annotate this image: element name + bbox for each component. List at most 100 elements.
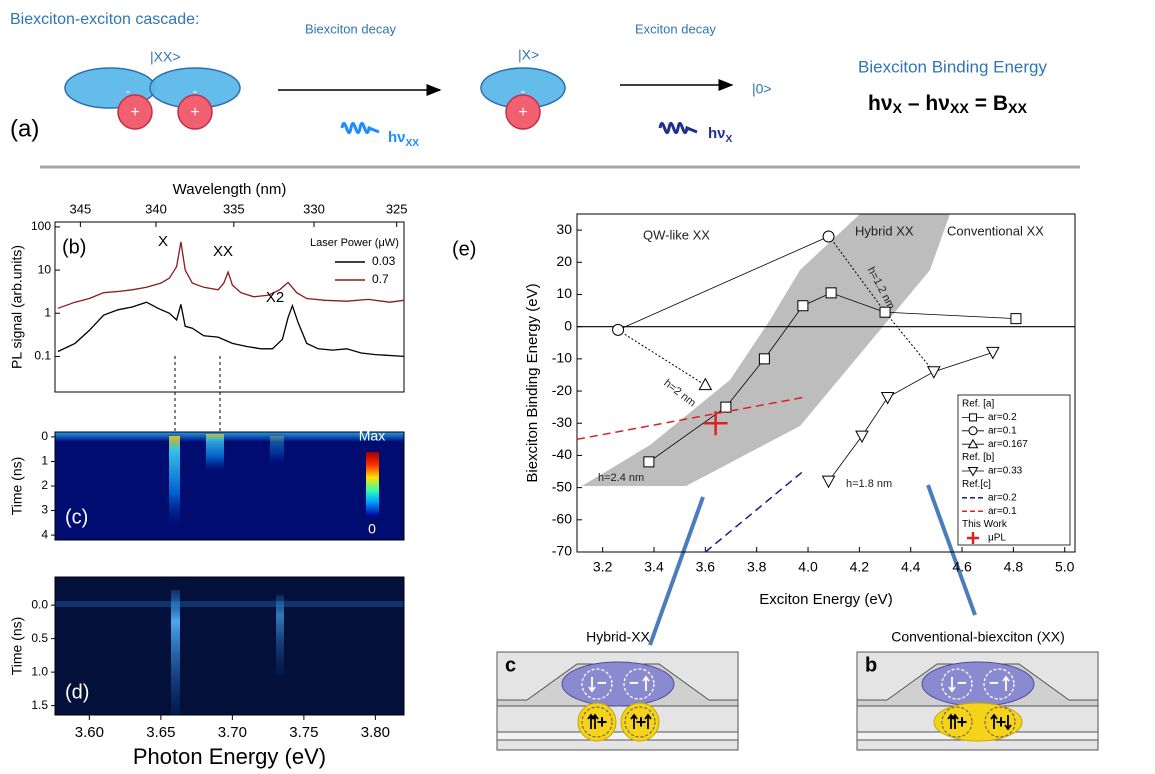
photon [340, 121, 380, 135]
x2-axis-title: Wavelength (nm) [173, 181, 287, 198]
peak-label: XX [213, 243, 233, 260]
substrate [496, 731, 739, 741]
legend-group-title: Ref.[c] [962, 479, 991, 490]
marker [967, 532, 979, 544]
series-line [617, 236, 829, 331]
x-tick-label: 4.6 [952, 559, 972, 575]
connector [926, 484, 977, 616]
marker [969, 413, 977, 422]
panel-label: (e) [452, 238, 476, 260]
marker [758, 353, 770, 365]
y-tick-label: 1 [44, 305, 51, 319]
diagram-panel-label: c [505, 654, 516, 676]
annotation: Conventional XX [947, 223, 1044, 238]
x-tick-label: 4.0 [798, 559, 818, 575]
marker [967, 467, 979, 477]
hole [177, 94, 213, 130]
legend-label: 0.03 [372, 254, 396, 268]
marker [643, 456, 655, 468]
diagram-title: Hybrid-XX [586, 629, 650, 645]
y-tick-label: -40 [552, 446, 572, 462]
x-tick-label: 3.6 [696, 559, 716, 575]
formula-part: XX [1008, 101, 1028, 117]
annotation: h=2 nm [661, 377, 698, 409]
formula-part: – hν [902, 92, 950, 115]
y-tick-label: 100 [31, 219, 51, 233]
y-axis-title: Time (ns) [9, 617, 25, 676]
marker [797, 300, 809, 312]
y-axis-title: PL signal (arb.units) [9, 245, 25, 369]
y-tick-label: 0.5 [31, 631, 48, 645]
hole-cloud [933, 702, 1023, 742]
diagram-panel-label: b [865, 654, 877, 676]
y-tick-label: -50 [552, 478, 572, 494]
spin-arrow [1002, 675, 1010, 691]
electron-sign: − [597, 673, 607, 692]
annotation: h=1.8 nm [846, 478, 892, 490]
binding-title: Biexciton Binding Energy [858, 57, 1048, 76]
colorbar [366, 452, 379, 516]
electron-sign: - [521, 83, 526, 99]
peak-label: X2 [266, 289, 284, 306]
panel-label: (a) [10, 115, 39, 142]
streak-image-c [55, 432, 404, 540]
electron [581, 668, 613, 700]
electron-cloud [561, 661, 675, 707]
marker [880, 391, 895, 405]
marker [1010, 313, 1022, 325]
electron-sign: - [126, 83, 131, 99]
spin-arrow [948, 677, 956, 693]
hole [117, 94, 153, 130]
spectrum-line [57, 241, 405, 309]
y-axis-title: Biexciton Binding Energy (eV) [524, 283, 541, 482]
x2-tick-label: 345 [70, 201, 92, 216]
spin-arrow [951, 713, 959, 729]
photon-label: hνX [708, 125, 733, 145]
marker [967, 438, 979, 449]
y-tick-label: 4 [41, 527, 48, 541]
x-tick-label: 3.80 [361, 724, 390, 741]
electron-sign: − [989, 673, 999, 692]
x-tick-label: 3.8 [747, 559, 767, 575]
electron-sign: - [193, 83, 198, 99]
electron-sign: − [957, 673, 967, 692]
step-label: Biexciton decay [305, 21, 397, 36]
image-frame [54, 576, 405, 716]
x-axis-title: Exciton Energy (eV) [759, 591, 892, 608]
photon-label: hνXX [388, 129, 419, 149]
formula-part: X [893, 101, 903, 117]
hybrid-region [582, 214, 950, 486]
spin-arrow [644, 713, 652, 729]
hole [505, 94, 541, 130]
legend-group-title: This Work [962, 519, 1008, 530]
photon-label-part: hν [708, 125, 726, 142]
spin-arrow [588, 677, 596, 693]
hole-sign: + [597, 712, 608, 732]
x2-tick-label: 330 [303, 201, 325, 216]
hole-sign: + [190, 104, 199, 121]
legend-label: ar=0.2 [988, 412, 1017, 423]
y-tick-label: -30 [552, 414, 572, 430]
y-tick-label: 30 [556, 221, 572, 237]
x-tick-label: 3.2 [593, 559, 613, 575]
x-tick-label: 3.75 [289, 724, 318, 741]
x-tick-label: 4.8 [1004, 559, 1024, 575]
legend-label: ar=0.33 [988, 466, 1023, 477]
hole-cloud [577, 702, 617, 742]
step-label: Exciton decay [635, 21, 716, 36]
electron [623, 668, 655, 700]
electron [983, 668, 1015, 700]
series-line [704, 470, 804, 553]
plot-frame [54, 221, 405, 393]
x-tick-label: 3.4 [644, 559, 664, 575]
x-tick-label: 3.60 [75, 724, 104, 741]
y-tick-label: 10 [38, 262, 52, 276]
spin-arrow [591, 713, 599, 729]
marker [926, 366, 941, 379]
connector [648, 496, 705, 646]
marker [698, 377, 713, 391]
marker [879, 306, 891, 318]
y-tick-label: 0.1 [34, 349, 51, 363]
hole-sign: + [636, 712, 647, 732]
